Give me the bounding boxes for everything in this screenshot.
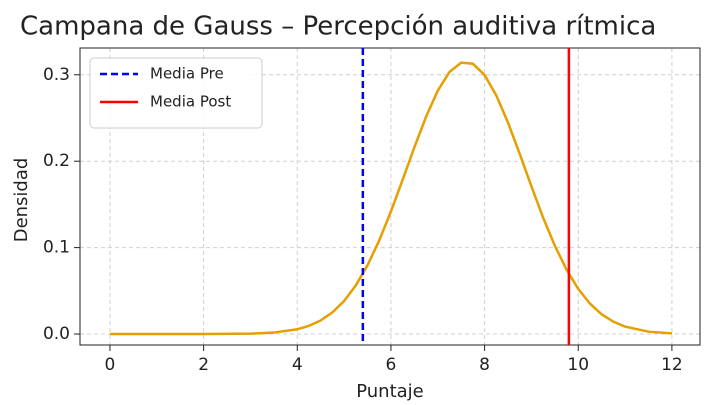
y-tick-label: 0.2: [43, 151, 70, 171]
x-tick-label: 2: [198, 355, 209, 375]
y-axis-label: Densidad: [11, 158, 32, 243]
x-tick-label: 6: [386, 355, 397, 375]
legend-label: Media Post: [150, 93, 231, 111]
x-tick-label: 10: [567, 355, 589, 375]
curve: [109, 61, 672, 336]
plot-frame: [79, 47, 701, 346]
x-axis-label: Puntaje: [356, 381, 424, 402]
legend-box: [89, 57, 263, 129]
y-tick-label: 0.1: [43, 238, 70, 258]
legend-label: Media Pre: [150, 65, 224, 83]
chart-title: Campana de Gauss – Percepción auditiva r…: [20, 12, 656, 42]
x-tick-label: 4: [292, 355, 303, 375]
x-tick-label: 12: [661, 355, 683, 375]
x-tick-label: 8: [479, 355, 490, 375]
x-tick-label: 0: [105, 355, 116, 375]
y-tick-label: 0.3: [43, 65, 70, 85]
y-tick-label: 0.0: [43, 324, 70, 344]
